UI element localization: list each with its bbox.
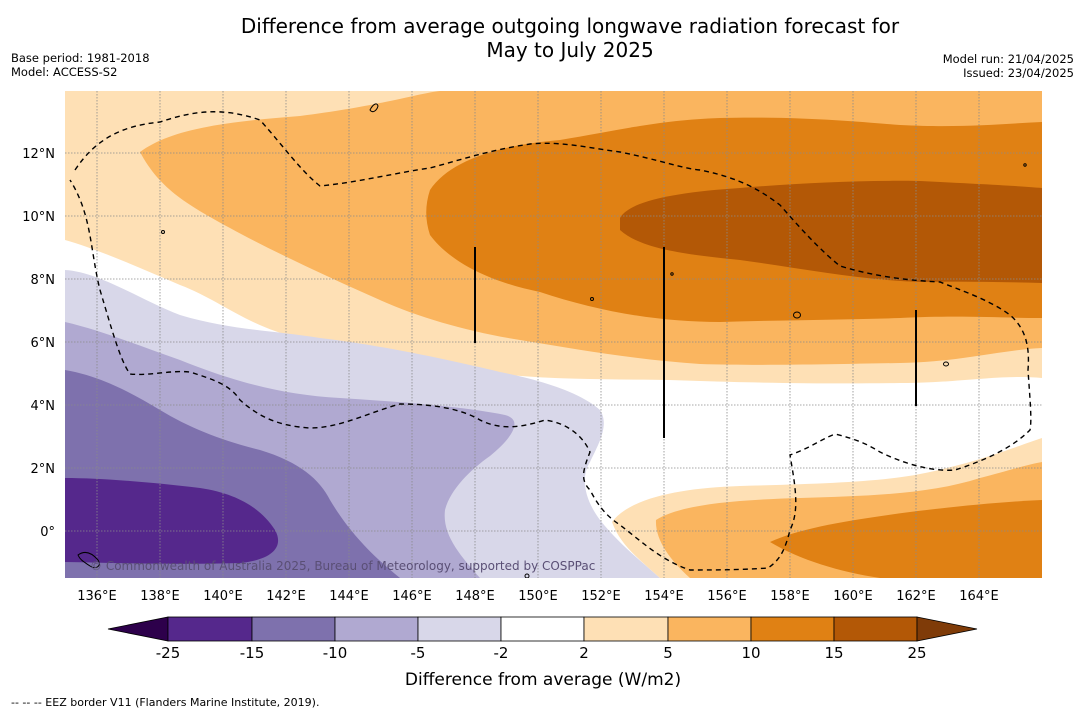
colorbar-swatch [167,616,253,642]
x-tick-label: 136°E [77,589,117,604]
x-tick-label: 138°E [140,589,180,604]
colorbar-swatch [833,616,918,642]
x-tick-label: 162°E [896,589,936,604]
colorbar-swatch [750,616,835,642]
x-tick-label: 160°E [833,589,873,604]
island-new-guinea-tip [77,552,100,569]
colorbar-extend-high [916,616,978,642]
colorbar: -25 -15 -10 -5 -2 2 5 10 15 25 Differenc… [107,616,978,690]
colorbar-swatch [500,616,585,642]
colorbar-swatch [667,616,752,642]
colorbar-swatch [583,616,669,642]
map-area: © Commonwealth of Australia 2025, Bureau… [65,91,1042,578]
colorbar-label: -25 [156,644,181,662]
island-pohnpei [793,311,801,319]
title-line-1: Difference from average outgoing longwav… [240,14,900,38]
colorbar-extend-low [107,616,169,642]
y-tick-label: 8°N [31,273,56,288]
meta-right: Model run: 21/04/2025 Issued: 23/04/2025 [943,52,1074,80]
colorbar-label: -2 [494,644,509,662]
chart-title: Difference from average outgoing longwav… [0,14,1085,62]
colorbar-swatch [251,616,336,642]
colorbar-label: 25 [907,644,926,662]
y-tick-label: 10°N [22,210,55,225]
boundary-markers [474,247,917,438]
island-kosrae [943,361,949,367]
x-tick-label: 146°E [392,589,432,604]
colorbar-label: 2 [579,644,589,662]
y-axis-labels: 12°N 10°N 8°N 6°N 4°N 2°N 0° [22,147,55,540]
y-tick-label: 12°N [22,147,55,162]
colorbar-label: 5 [663,644,673,662]
colorbar-label: -5 [411,644,426,662]
y-tick-label: 4°N [31,399,56,414]
island-guam [369,103,379,113]
contour-minus15-to-minus25 [65,478,279,564]
colorbar-label: 10 [741,644,760,662]
x-tick-label: 148°E [455,589,495,604]
title-line-2: May to July 2025 [486,38,654,62]
colorbar-label: -15 [240,644,265,662]
colorbar-title: Difference from average (W/m2) [405,670,681,690]
base-period: Base period: 1981-2018 [11,51,150,65]
contour-15-to-25-north [620,180,1042,283]
issued-date: Issued: 23/04/2025 [963,66,1074,80]
model-name: Model: ACCESS-S2 [11,65,118,79]
x-tick-label: 164°E [959,589,999,604]
colorbar-swatch [334,616,419,642]
y-tick-label: 0° [40,525,55,540]
x-tick-label: 140°E [203,589,243,604]
x-tick-label: 156°E [707,589,747,604]
meta-left: Base period: 1981-2018 Model: ACCESS-S2 [11,51,150,79]
islands [77,103,1027,578]
eez-footnote: -- -- -- EEZ border V11 (Flanders Marine… [11,696,320,709]
x-tick-label: 150°E [518,589,558,604]
x-tick-label: 152°E [581,589,621,604]
x-tick-label: 144°E [329,589,369,604]
gridlines [65,91,1042,578]
eez-border-palau-fsm-west [69,111,1032,571]
contour-10-to-15-south [770,500,1042,578]
y-tick-label: 6°N [31,336,56,351]
x-tick-label: 142°E [266,589,306,604]
y-tick-label: 2°N [31,462,56,477]
colorbar-swatch [417,616,502,642]
x-axis-labels: 136°E 138°E 140°E 142°E 144°E 146°E 148°… [77,589,999,604]
colorbar-label: 15 [824,644,843,662]
copyright-notice: © Commonwealth of Australia 2025, Bureau… [90,559,595,573]
eez-borders [69,111,1032,571]
x-tick-label: 154°E [644,589,684,604]
model-run: Model run: 21/04/2025 [942,52,1074,66]
x-tick-label: 158°E [770,589,810,604]
colorbar-label: -10 [323,644,348,662]
